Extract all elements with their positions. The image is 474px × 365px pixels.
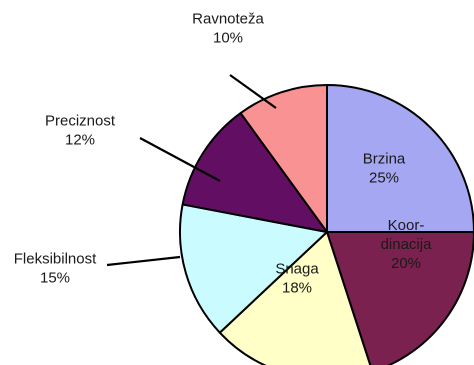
slice-label-preciznost: Preciznost 12% (45, 113, 116, 149)
pie-slice-brzina (326, 84, 474, 233)
slice-value-preciznost: 12% (65, 132, 95, 149)
pie-slice-snaga (218, 231, 372, 365)
slice-value-brzina: 25% (369, 170, 399, 187)
labels-layer: Brzina 25% Koor-dinacija 20% Snaga 18% Fleksib… (14, 11, 432, 297)
leader-line-preciznost (139, 137, 221, 182)
slice-label-koor-dinacija: Koor-dinacija 20% (381, 217, 433, 272)
slice-name-preciznost: Preciznost (45, 113, 116, 130)
slice-value-ravnote-a: 10% (213, 30, 243, 47)
pie-slice-ravnote-a (239, 84, 328, 233)
slice-label-fleksibilnost: Fleksibilnost 15% (14, 251, 97, 287)
slice-name-snaga: Snaga (275, 261, 319, 278)
pie-slice-preciznost (181, 112, 328, 233)
slice-name-brzina: Brzina (363, 151, 406, 168)
slice-label-snaga: Snaga 18% (275, 261, 319, 297)
slice-value-fleksibilnost: 15% (40, 270, 70, 287)
slice-name-fleksibilnost: Fleksibilnost (14, 251, 97, 268)
pie-slice-koor-dinacija (326, 231, 474, 365)
slice-label-brzina: Brzina 25% (363, 151, 406, 187)
slices-layer (179, 84, 474, 365)
leader-line-ravnote-a (229, 74, 277, 109)
leader-lines-layer (106, 74, 277, 267)
slice-value-koor-dinacija: 20% (391, 255, 421, 272)
leader-line-fleksibilnost (106, 255, 181, 267)
slice-name-ravnote-a: Ravnoteža (192, 11, 264, 28)
slice-name-koor-dinacija: Koor- (388, 217, 425, 234)
slice-label-ravnote-a: Ravnoteža 10% (192, 11, 264, 47)
pie-slice-fleksibilnost (179, 203, 328, 334)
slice-name-koor-dinacija: dinacija (381, 236, 433, 253)
slice-value-snaga: 18% (282, 280, 312, 297)
